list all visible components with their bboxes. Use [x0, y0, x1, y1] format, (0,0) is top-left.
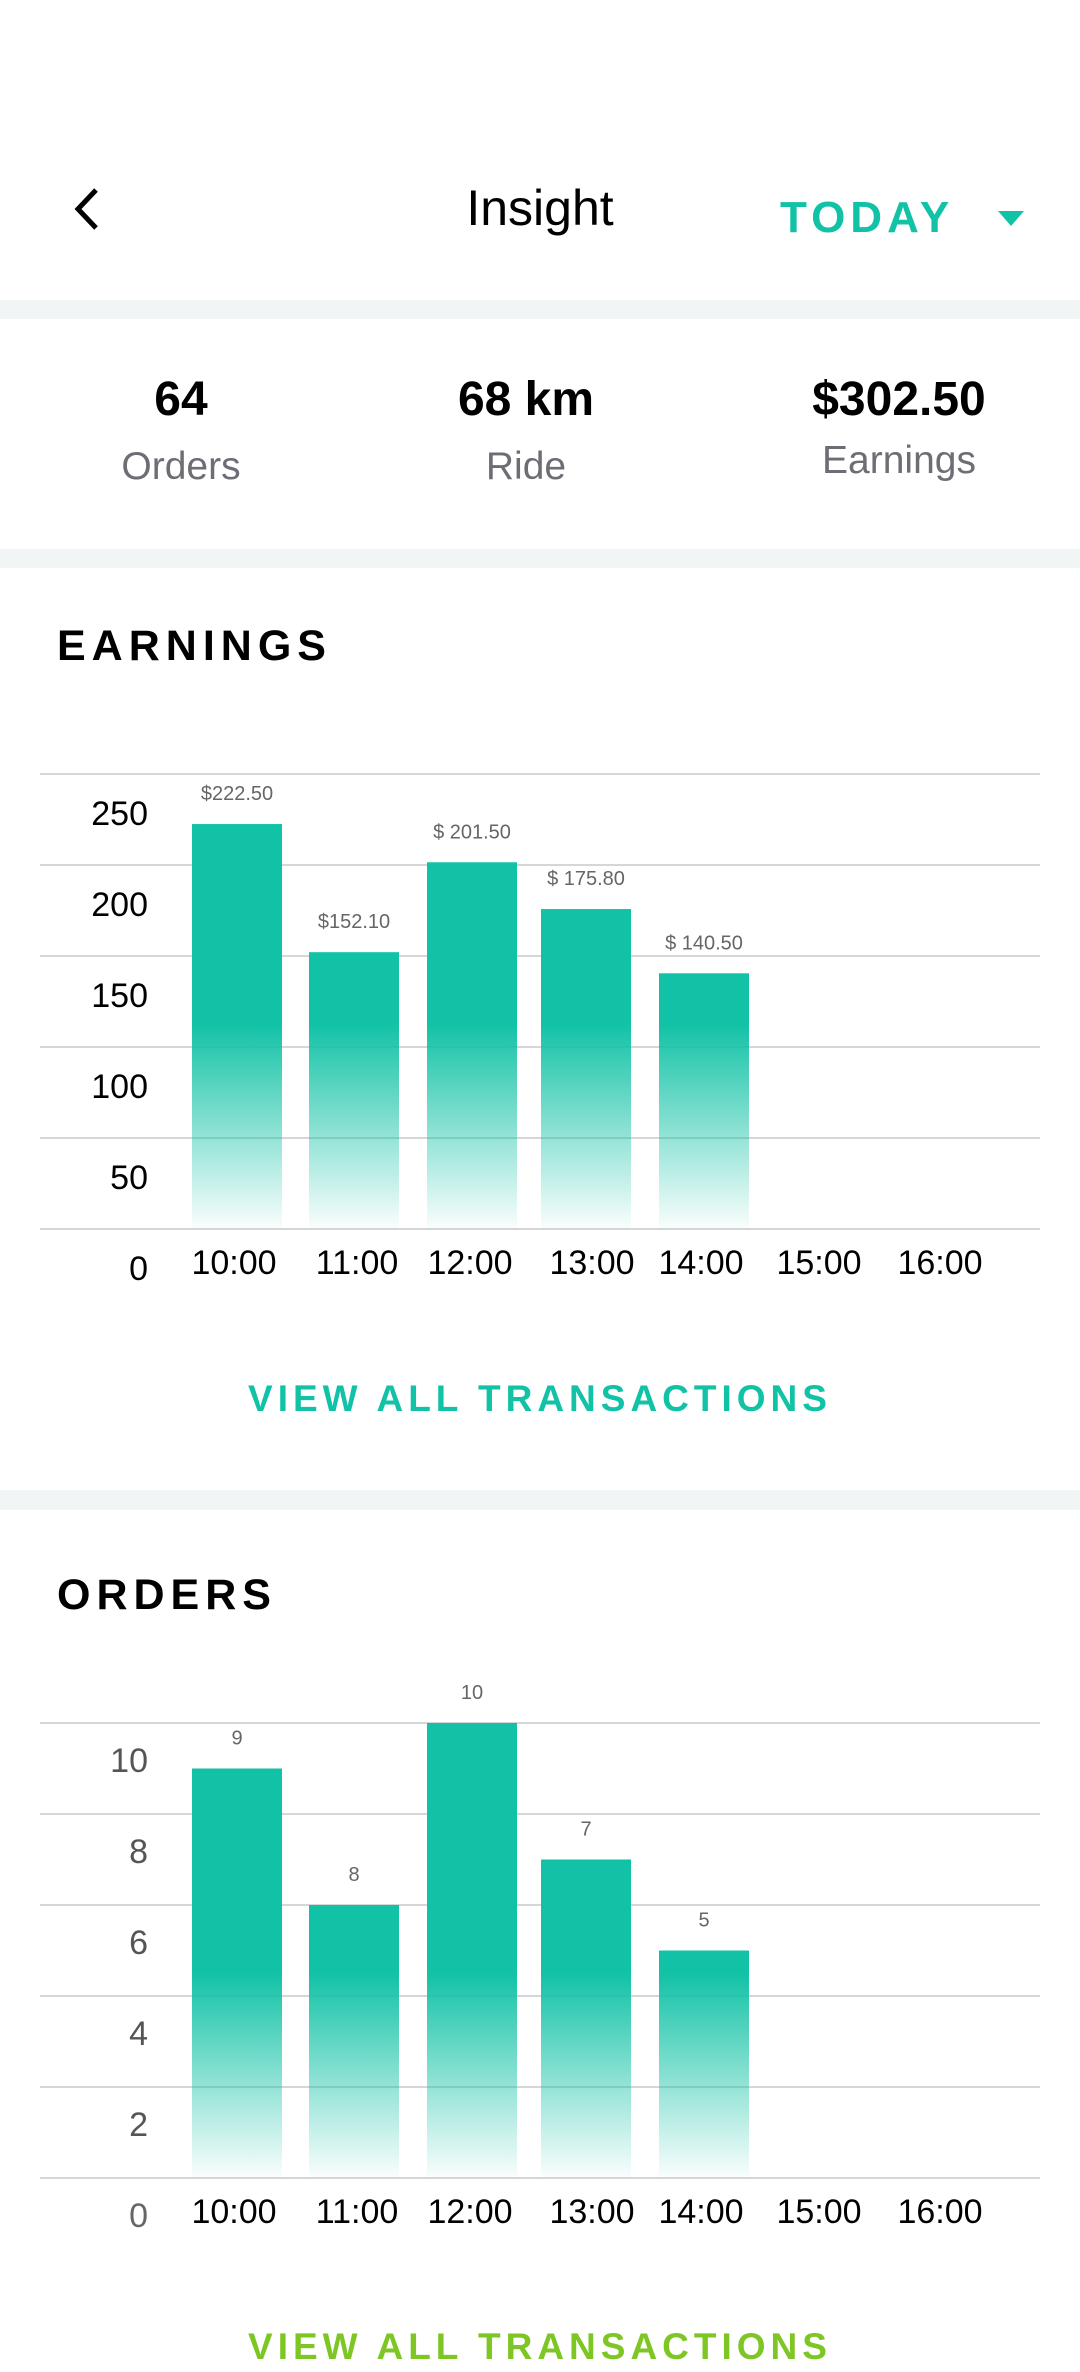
page-title: Insight: [466, 180, 614, 236]
y-tick-label: 2: [129, 2106, 148, 2144]
bar: [427, 1723, 517, 2178]
x-tick-label: 11:00: [316, 2193, 399, 2231]
x-tick-label: 12:00: [427, 1244, 512, 1282]
bar: [659, 973, 749, 1229]
y-tick-label: 150: [91, 977, 148, 1015]
stat-earnings: $302.50 Earnings: [749, 370, 1049, 486]
x-tick-label: 13:00: [549, 2193, 634, 2231]
x-tick-label: 14:00: [658, 1244, 743, 1282]
period-label: TODAY: [780, 193, 955, 242]
stat-value: $302.50: [812, 373, 986, 426]
y-tick-label: 50: [110, 1159, 148, 1197]
bar: [309, 952, 399, 1229]
y-tick-label: 6: [129, 1924, 148, 1962]
orders-chart: 0 2 4 6 8 10 10:00 9 11:00 8 12:00 10 13:00 7 14:00 5 15…: [40, 1682, 1040, 2235]
bar: [192, 1768, 282, 2178]
stat-ride: 68 km Ride: [376, 370, 676, 492]
x-tick-label: 10:00: [191, 1244, 276, 1282]
bar: [309, 1905, 399, 2178]
divider: [0, 300, 1080, 319]
caret-down-icon: [998, 210, 1025, 226]
divider: [0, 1490, 1080, 1510]
y-tick-label: 0: [129, 2197, 148, 2235]
x-tick-label: 15:00: [776, 2193, 861, 2231]
stat-orders: 64 Orders: [31, 370, 331, 492]
y-tick-label: 8: [129, 1833, 148, 1871]
data-label: 10: [461, 1682, 483, 1704]
x-tick-label: 10:00: [191, 2193, 276, 2231]
bar: [541, 1859, 631, 2178]
y-tick-label: 100: [91, 1068, 148, 1106]
y-tick-label: 4: [129, 2015, 148, 2053]
data-label: 7: [580, 1819, 591, 1841]
bar: [541, 909, 631, 1229]
x-tick-label: 13:00: [549, 1244, 634, 1282]
stat-label: Earnings: [822, 439, 976, 482]
earnings-chart: 0 50 100 150 200 250 10:00 $222.50 11:00 $152.10 1…: [40, 773, 1040, 1288]
bar: [427, 862, 517, 1229]
y-tick-label: 200: [91, 886, 148, 924]
x-tick-label: 11:00: [316, 1244, 399, 1282]
chevron-left-icon: [74, 188, 98, 230]
y-tick-label: 10: [110, 1742, 148, 1780]
stat-value: 68 km: [457, 373, 595, 426]
bar: [659, 1950, 749, 2178]
data-label: $ 201.50: [433, 821, 511, 843]
data-label: $ 140.50: [665, 932, 743, 954]
x-tick-label: 16:00: [897, 2193, 982, 2231]
view-all-transactions-link[interactable]: VIEW ALL TRANSACTIONS: [248, 2326, 832, 2367]
divider: [0, 549, 1080, 568]
x-tick-label: 15:00: [776, 1244, 861, 1282]
earnings-title: EARNINGS: [57, 622, 332, 670]
bar: [192, 824, 282, 1229]
data-label: $152.10: [318, 911, 390, 933]
data-label: 8: [348, 1864, 359, 1886]
x-tick-label: 12:00: [427, 2193, 512, 2231]
x-tick-label: 14:00: [658, 2193, 743, 2231]
period-dropdown[interactable]: TODAY: [780, 190, 1025, 246]
data-label: 9: [231, 1728, 242, 1750]
data-label: 5: [698, 1910, 709, 1932]
stat-label: Orders: [121, 445, 241, 488]
x-tick-label: 16:00: [897, 1244, 982, 1282]
stat-label: Ride: [485, 445, 567, 488]
y-tick-label: 250: [91, 795, 148, 833]
data-label: $222.50: [201, 783, 273, 805]
stat-value: 64: [154, 373, 208, 426]
data-label: $ 175.80: [547, 868, 625, 890]
orders-title: ORDERS: [57, 1571, 277, 1619]
back-button[interactable]: [62, 182, 116, 236]
view-all-transactions-link[interactable]: VIEW ALL TRANSACTIONS: [248, 1378, 832, 1419]
y-tick-label: 0: [129, 1250, 148, 1288]
